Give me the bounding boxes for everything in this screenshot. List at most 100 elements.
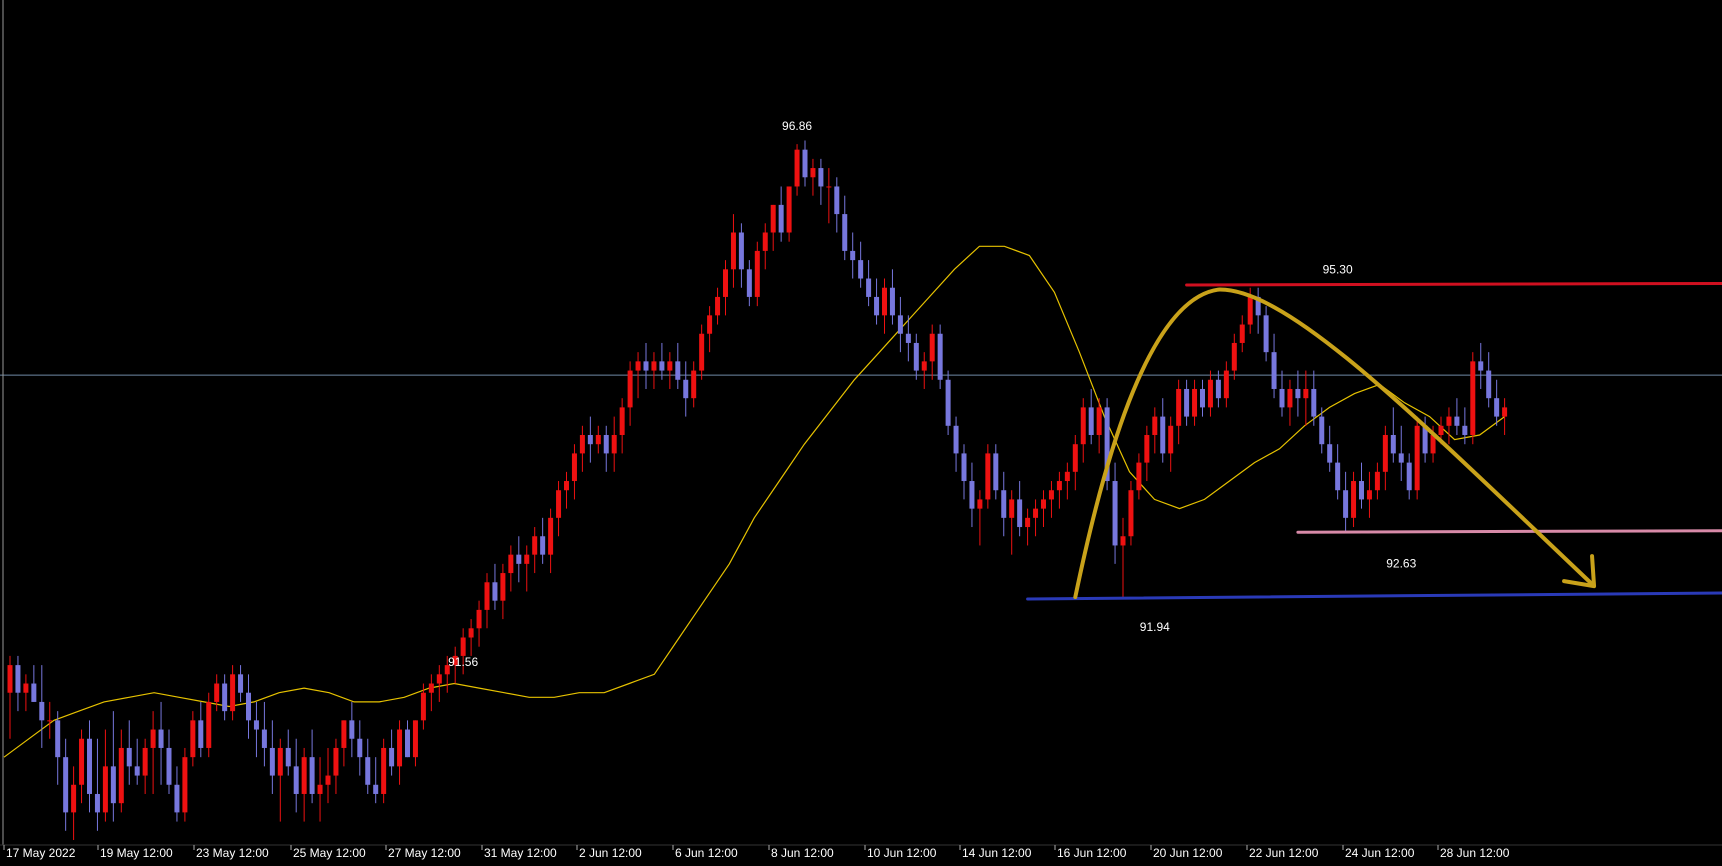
candle[interactable] <box>253 701 259 758</box>
candle[interactable] <box>1176 379 1182 445</box>
candle[interactable] <box>1287 379 1293 426</box>
candle[interactable] <box>953 416 959 472</box>
candle[interactable] <box>134 738 140 785</box>
candle[interactable] <box>1048 481 1054 518</box>
candle[interactable] <box>1335 444 1341 500</box>
candle[interactable] <box>1001 471 1007 537</box>
candle[interactable] <box>1231 333 1237 380</box>
candle[interactable] <box>39 665 45 748</box>
candle[interactable] <box>1128 481 1134 546</box>
candle[interactable] <box>452 646 458 684</box>
candle[interactable] <box>786 186 792 242</box>
candle[interactable] <box>1088 388 1094 445</box>
candle[interactable] <box>937 324 943 389</box>
candles-layer[interactable] <box>7 140 1508 840</box>
candle[interactable] <box>373 757 379 804</box>
candle[interactable] <box>1072 435 1078 491</box>
candle[interactable] <box>1295 370 1301 417</box>
candle[interactable] <box>802 140 808 187</box>
candle[interactable] <box>1104 398 1110 491</box>
candle[interactable] <box>1184 379 1190 426</box>
candle[interactable] <box>969 462 975 528</box>
candle[interactable] <box>246 674 251 739</box>
candle[interactable] <box>269 720 275 794</box>
candle[interactable] <box>1470 352 1476 445</box>
candle[interactable] <box>1478 342 1484 389</box>
candle[interactable] <box>428 674 434 712</box>
candle[interactable] <box>579 425 585 472</box>
candle[interactable] <box>71 766 77 840</box>
candle[interactable] <box>683 361 689 417</box>
candle[interactable] <box>571 444 577 500</box>
candle[interactable] <box>444 655 450 693</box>
candle[interactable] <box>1311 370 1317 426</box>
candle[interactable] <box>15 655 21 712</box>
candle[interactable] <box>397 720 403 785</box>
candle[interactable] <box>285 729 291 776</box>
candle[interactable] <box>158 701 164 785</box>
candle[interactable] <box>993 444 999 500</box>
candle[interactable] <box>643 342 649 389</box>
candle[interactable] <box>905 315 911 362</box>
candle[interactable] <box>1271 333 1277 399</box>
candle[interactable] <box>500 563 506 620</box>
candle[interactable] <box>1056 471 1062 509</box>
candle[interactable] <box>389 729 395 776</box>
candle[interactable] <box>1025 508 1031 546</box>
candle[interactable] <box>754 241 760 307</box>
candle[interactable] <box>1366 471 1372 518</box>
candle[interactable] <box>174 766 180 822</box>
candle[interactable] <box>738 223 744 288</box>
candle[interactable] <box>532 527 538 574</box>
candle[interactable] <box>842 195 848 261</box>
candle[interactable] <box>675 342 681 389</box>
candle[interactable] <box>1009 490 1015 555</box>
candle[interactable] <box>23 674 29 712</box>
candle[interactable] <box>1200 379 1205 417</box>
candle[interactable] <box>627 361 633 426</box>
resistance-line[interactable] <box>1185 281 1722 287</box>
candle[interactable] <box>349 701 355 758</box>
candle[interactable] <box>238 665 244 702</box>
candle[interactable] <box>492 563 498 610</box>
candle[interactable] <box>516 536 522 583</box>
candle[interactable] <box>1136 453 1142 500</box>
candle[interactable] <box>635 352 641 399</box>
candle[interactable] <box>325 747 331 804</box>
candle[interactable] <box>63 738 69 831</box>
candle[interactable] <box>1207 370 1213 417</box>
candle[interactable] <box>460 628 466 675</box>
candle[interactable] <box>1398 425 1404 482</box>
candle[interactable] <box>1406 453 1412 500</box>
candle[interactable] <box>1390 407 1396 463</box>
candle[interactable] <box>667 352 673 389</box>
candle[interactable] <box>587 416 593 463</box>
candle[interactable] <box>897 296 903 353</box>
candle[interactable] <box>1168 416 1174 472</box>
candle[interactable] <box>1279 370 1285 417</box>
candle[interactable] <box>730 214 736 288</box>
candle[interactable] <box>1502 398 1508 435</box>
candle[interactable] <box>1319 407 1325 454</box>
candle[interactable] <box>985 444 991 509</box>
candle[interactable] <box>746 260 752 307</box>
candle[interactable] <box>659 342 665 380</box>
candle[interactable] <box>1343 471 1349 534</box>
candle[interactable] <box>850 232 856 279</box>
candle[interactable] <box>1152 407 1158 454</box>
candle[interactable] <box>412 720 418 767</box>
candle[interactable] <box>524 545 530 592</box>
candle[interactable] <box>87 720 92 813</box>
candle[interactable] <box>1263 306 1269 362</box>
candle[interactable] <box>309 729 315 804</box>
candle[interactable] <box>1080 398 1086 463</box>
candle[interactable] <box>55 711 61 785</box>
candle[interactable] <box>484 573 490 629</box>
candle[interactable] <box>770 204 776 251</box>
candle[interactable] <box>1144 425 1150 482</box>
candle[interactable] <box>150 711 156 794</box>
candle[interactable] <box>1112 462 1118 564</box>
candle[interactable] <box>603 425 609 472</box>
